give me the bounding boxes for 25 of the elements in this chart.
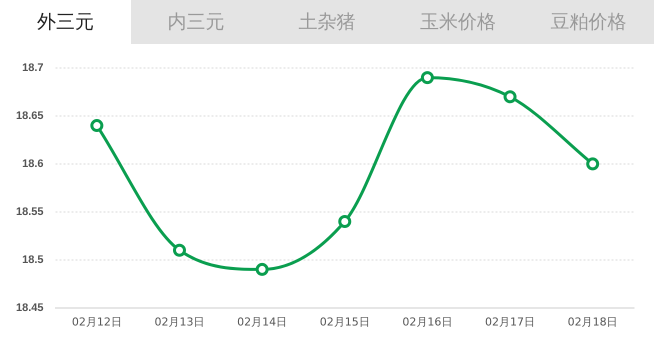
y-tick-label: 18.45 [16,302,44,314]
point [256,262,269,276]
text: 外三元 [0,0,131,44]
point [338,214,352,228]
point [504,90,517,104]
point [172,244,186,257]
text: 玉米价格 [418,10,497,35]
point [90,119,104,132]
y-tick-label: 18.5 [22,254,44,266]
x-tick-label: 02月17日 [485,315,536,328]
text: 豆粕价格 [550,10,628,35]
text: 土杂猪 [297,10,356,35]
y-tick-label: 18.6 [22,158,44,170]
x-tick-label: 02月12日 [72,315,122,328]
text: 内三元 [166,10,226,35]
x-tick-label: 02月18日 [568,315,618,328]
point [586,157,600,170]
point [420,71,434,84]
x-tick-label: 02月13日 [154,315,204,328]
y-tick-label: 18.7 [22,62,44,74]
x-tick-label: 02月16日 [402,315,452,328]
x-tick-label: 02月15日 [320,315,370,328]
y-tick-label: 18.65 [16,110,44,122]
y-tick-label: 18.55 [16,206,44,218]
x-tick-label: 02月14日 [237,315,288,328]
